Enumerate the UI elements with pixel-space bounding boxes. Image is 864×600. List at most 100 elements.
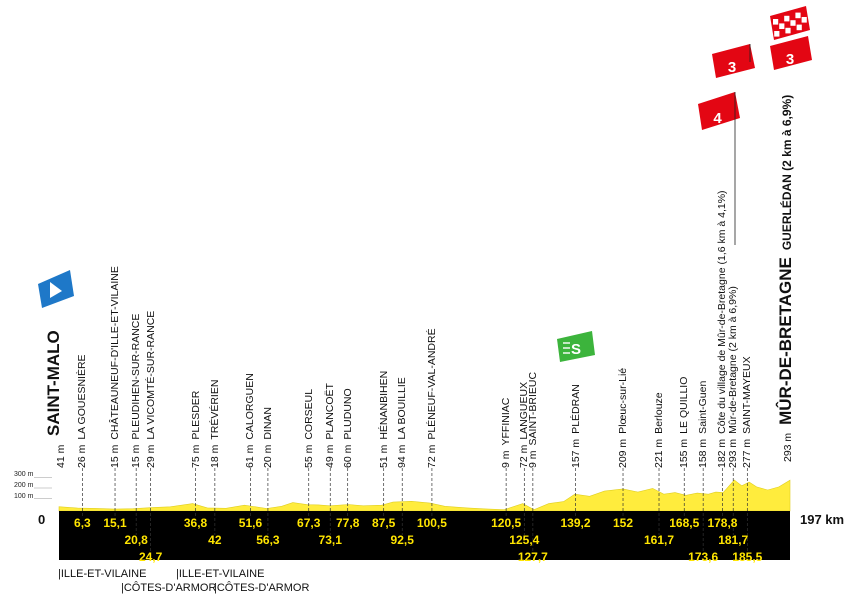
waypoint-label-24: 277 m SAINT-MAYEUX — [741, 356, 753, 468]
waypoint-name: SAINT-BRIEUC — [526, 371, 539, 446]
waypoint-name: Berlouze — [653, 392, 665, 434]
finish-town-name: MÛR-DE-BRETAGNE — [776, 257, 795, 425]
waypoint-name: PLUDUNO — [341, 388, 354, 440]
waypoint-altitude: 158 m — [697, 438, 710, 468]
waypoint-km-12: 92,5 — [390, 533, 414, 547]
waypoint-name: PLÉNEUF-VAL-ANDRÉ — [425, 328, 438, 440]
waypoint-altitude: 221 m — [653, 438, 665, 468]
finish-check-4 — [790, 20, 796, 26]
waypoint-km-5: 42 — [208, 533, 222, 547]
finish-check-2 — [795, 12, 801, 19]
department-label-3: |CÔTES-D'ARMOR — [214, 582, 310, 594]
waypoint-label-9: 49 m PLANCOËT — [324, 383, 336, 468]
waypoint-name: LA VICOMTÉ-SUR-RANCE — [144, 310, 157, 440]
climb-flag-3b-label: 3 — [786, 51, 794, 68]
waypoint-km-10: 77,8 — [336, 516, 360, 530]
waypoint-altitude: 293 m — [727, 438, 740, 468]
waypoint-altitude: 61 m — [244, 444, 257, 468]
department-label-0: |ILLE-ET-VILAINE — [58, 568, 147, 580]
waypoint-name: CORSEUL — [302, 388, 315, 440]
waypoint-label-14: 9 m YFFINIAC — [500, 398, 512, 468]
climb-flag-3a-label: 3 — [728, 59, 736, 76]
waypoint-altitude: 9 m — [526, 450, 539, 468]
waypoint-label-19: 221 m Berlouze — [653, 392, 665, 468]
finish-altitude: 293 m — [782, 432, 794, 462]
finish-check-6 — [774, 31, 780, 37]
altitude-label-100: 100 m — [14, 493, 34, 500]
start-town-label: SAINT-MALO — [44, 330, 64, 436]
start-arrow-icon — [50, 282, 62, 298]
waypoint-name: SAINT-MAYEUX — [741, 356, 754, 434]
km-band — [59, 511, 790, 560]
waypoint-name: LA GOUESNIÈRE — [76, 354, 89, 440]
waypoint-name: HÉNANBIHEN — [377, 370, 390, 440]
waypoint-altitude: 94 m — [396, 444, 409, 468]
waypoint-name: PLANCOËT — [324, 383, 337, 440]
finish-check-0 — [773, 19, 779, 25]
waypoint-label-23: 293 m Mûr-de-Bretagne (2 km à 6,9%) — [727, 286, 739, 468]
waypoint-altitude: 49 m — [324, 444, 337, 468]
finish-suffix: GUERLÉDAN (2 km à 6,9%) — [780, 94, 794, 251]
waypoint-km-23: 181,7 — [718, 533, 749, 547]
waypoint-name: PLEUDIHEN-SUR-RANCE — [130, 313, 143, 440]
start-km-label: 0 — [38, 512, 46, 527]
waypoint-name: Saint-Guen — [697, 380, 710, 434]
waypoint-km-4: 36,8 — [183, 516, 208, 530]
waypoint-altitude: 15 m — [130, 444, 143, 468]
waypoint-label-7: 20 m DINAN — [262, 407, 274, 468]
waypoint-km-2: 20,8 — [124, 533, 148, 547]
waypoint-altitude: 29 m — [144, 444, 157, 468]
waypoint-km-1: 15,1 — [103, 516, 127, 530]
finish-check-5 — [801, 17, 807, 23]
waypoint-km-8: 67,3 — [297, 516, 321, 530]
waypoint-label-11: 51 m HÉNANBIHEN — [378, 371, 390, 468]
waypoint-km-22: 178,8 — [707, 516, 738, 530]
waypoint-label-0: 26 m LA GOUESNIÈRE — [76, 354, 88, 468]
altitude-label-300: 300 m — [14, 471, 34, 478]
waypoint-label-5: 18 m TRÉVÉRIEN — [209, 380, 221, 468]
finish-check-1 — [784, 15, 790, 22]
waypoint-altitude: 277 m — [741, 438, 754, 468]
total-km-label: 197 km — [800, 512, 845, 527]
waypoint-name: LE QUILLIO — [678, 376, 691, 434]
waypoint-label-4: 75 m PLESDER — [190, 391, 202, 468]
waypoint-km-7: 56,3 — [256, 533, 280, 547]
waypoint-km-3: 24,7 — [138, 550, 163, 564]
waypoint-label-20: 155 m LE QUILLIO — [678, 377, 690, 468]
finish-check-8 — [796, 24, 802, 31]
waypoint-label-16: 9 m SAINT-BRIEUC — [527, 372, 539, 468]
waypoint-label-17: 157 m PLÉDRAN — [570, 384, 582, 468]
start-town-name: SAINT-MALO — [44, 330, 63, 436]
waypoint-label-21: 158 m Saint-Guen — [697, 381, 709, 468]
waypoint-altitude: 51 m — [377, 444, 390, 468]
department-label-2: |ILLE-ET-VILAINE — [176, 568, 265, 580]
sprint-flag-icon — [557, 331, 595, 362]
waypoint-altitude: 157 m — [569, 438, 582, 468]
waypoint-altitude: 26 m — [76, 444, 89, 468]
waypoint-km-21: 173,6 — [688, 550, 719, 564]
waypoint-label-18: 209 m Plœuc-sur-Lié — [617, 368, 629, 468]
waypoint-km-16: 127,7 — [517, 550, 548, 564]
waypoint-altitude: 9 m — [500, 450, 513, 468]
waypoint-altitude: 18 m — [208, 444, 221, 468]
waypoint-altitude: 209 m — [617, 438, 630, 468]
waypoint-label-1: 15 m CHÂTEAUNEUF-D'ILLE-ET-VILAINE — [109, 266, 121, 468]
finish-check-3 — [779, 23, 785, 29]
waypoint-altitude: 155 m — [678, 438, 691, 468]
waypoint-label-10: 60 m PLUDUNO — [342, 388, 354, 468]
waypoint-altitude: 55 m — [302, 444, 315, 468]
waypoint-km-17: 139,2 — [560, 516, 591, 530]
waypoint-altitude: 15 m — [109, 444, 122, 468]
waypoint-altitude: 72 m — [425, 444, 438, 468]
waypoint-name: DINAN — [261, 406, 274, 440]
finish-check-7 — [785, 27, 791, 34]
waypoint-km-0: 6,3 — [74, 516, 91, 530]
climb-flag-4-icon — [698, 92, 740, 130]
waypoint-km-9: 73,1 — [318, 533, 342, 547]
climb-flag-4-label: 4 — [713, 110, 722, 127]
waypoint-name: CHÂTEAUNEUF-D'ILLE-ET-VILAINE — [109, 266, 122, 440]
department-label-1: |CÔTES-D'ARMOR — [121, 582, 217, 594]
waypoint-km-18: 152 — [613, 516, 634, 530]
